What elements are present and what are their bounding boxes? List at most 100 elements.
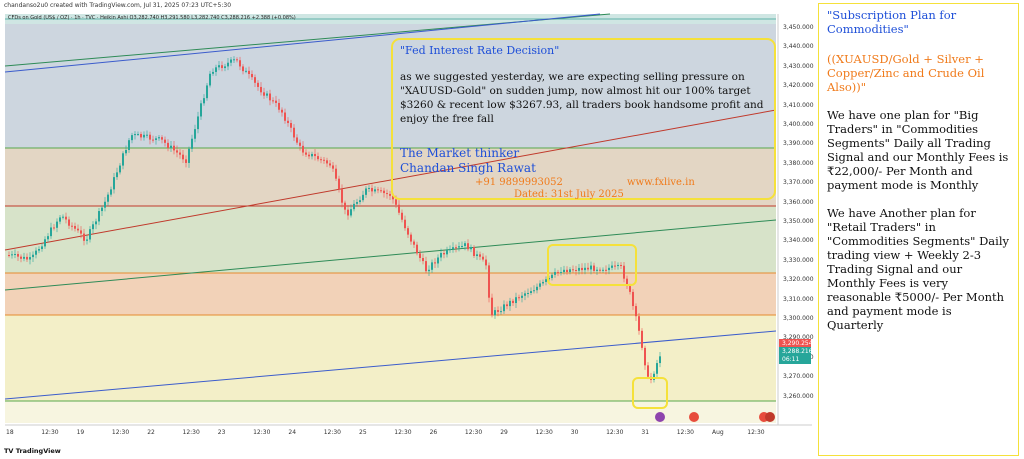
candle-body	[356, 202, 358, 204]
candle-body	[521, 295, 523, 298]
candle-body	[17, 253, 19, 257]
annotation-date: Dated: 31st July 2025	[514, 189, 624, 200]
candle-body	[110, 189, 112, 195]
candle-body	[230, 59, 232, 63]
trendline-upper-blue	[4, 13, 601, 73]
time-axis-label: 12:30	[41, 429, 59, 436]
candle-body	[524, 293, 526, 296]
price-axis-label: 3,360.000	[783, 198, 814, 206]
author-line-1: The Market thinker	[400, 146, 520, 160]
candle-body	[29, 257, 31, 260]
trendline-blue	[4, 330, 777, 400]
candle-body	[509, 300, 511, 307]
candle-body	[248, 70, 250, 75]
candle-body	[20, 256, 22, 259]
candle-body	[539, 283, 541, 287]
candle-body	[188, 148, 190, 163]
candle-body	[26, 256, 28, 260]
candle-body	[278, 102, 280, 110]
candle-body	[554, 272, 556, 275]
candle-body	[329, 163, 331, 166]
candle-body	[626, 278, 628, 287]
candle-body	[623, 265, 625, 279]
candle-body	[602, 269, 604, 271]
candle-body	[587, 267, 589, 270]
candle-body	[107, 194, 109, 202]
candle-body	[503, 304, 505, 312]
candle-body	[149, 134, 151, 140]
candle-body	[38, 249, 40, 251]
candle-body	[488, 265, 490, 298]
tv-logo-icon: TV	[4, 447, 14, 455]
candle-body	[119, 165, 121, 173]
subscription-panel: "Subscription Plan for Commodities" ((XU…	[818, 3, 1019, 456]
candle-body	[212, 71, 214, 74]
candle-body	[170, 145, 172, 149]
candle-body	[242, 66, 244, 72]
candle-body	[599, 269, 601, 271]
candle-body	[233, 59, 235, 61]
event-flag-icon[interactable]	[765, 412, 775, 422]
band-yellow	[5, 315, 776, 401]
price-axis-label: 3,310.000	[783, 295, 814, 303]
candle-body	[404, 219, 406, 229]
candle-body	[209, 73, 211, 86]
candle-body	[371, 187, 373, 192]
candle-body	[536, 286, 538, 291]
candle-body	[647, 365, 649, 377]
price-axis-label: 3,290.000	[783, 334, 814, 342]
candle-body	[101, 207, 103, 212]
candle-body	[176, 150, 178, 153]
time-axis-label: 30	[570, 429, 579, 436]
candle-body	[545, 279, 547, 282]
candle-body	[245, 70, 247, 72]
price-chart[interactable]	[0, 0, 812, 459]
candle-body	[62, 216, 64, 218]
price-axis-label: 3,270.000	[783, 373, 814, 381]
candle-body	[422, 257, 424, 262]
candle-body	[113, 177, 115, 190]
price-axis-label: 3,340.000	[783, 237, 814, 245]
candle-body	[434, 262, 436, 264]
candle-body	[320, 159, 322, 161]
event-flag-icon[interactable]	[689, 412, 699, 422]
candle-body	[83, 233, 85, 241]
chart-area[interactable]: chandanso2u0 created with TradingView.co…	[0, 0, 814, 459]
candle-body	[575, 270, 577, 272]
candle-body	[221, 65, 223, 69]
candle-body	[269, 93, 271, 101]
candle-body	[605, 269, 607, 271]
candle-body	[659, 356, 661, 364]
band-tan	[5, 148, 776, 206]
tv-brand: TradingView	[15, 447, 61, 455]
candle-body	[50, 227, 52, 237]
candle-body	[239, 60, 241, 67]
candle-body	[437, 257, 439, 264]
candle-body	[41, 246, 43, 250]
price-axis-label: 3,370.000	[783, 179, 814, 187]
candle-body	[335, 168, 337, 179]
candle-body	[182, 154, 184, 160]
candle-body	[161, 137, 163, 140]
band-orange	[5, 273, 776, 315]
candle-body	[194, 129, 196, 139]
candle-body	[146, 134, 148, 136]
candle-body	[560, 272, 562, 274]
price-axis-label: 3,300.000	[783, 315, 814, 322]
candle-body	[179, 152, 181, 155]
time-axis-label: 12:30	[253, 429, 271, 436]
candle-body	[272, 100, 274, 102]
trendline-green	[4, 219, 777, 291]
price-axis-label: 3,430.000	[783, 62, 814, 70]
candle-body	[416, 244, 418, 254]
candle-body	[362, 194, 364, 201]
plan-retail-traders: We have Another plan for "Retail Traders…	[827, 206, 1010, 332]
candle-body	[128, 140, 130, 150]
candle-body	[56, 221, 58, 228]
time-axis-label: 24	[288, 429, 297, 436]
event-flash-icon[interactable]	[655, 412, 665, 422]
candle-body	[458, 246, 460, 248]
candle-body	[116, 172, 118, 178]
tradingview-logo[interactable]: TV TradingView	[4, 447, 61, 455]
candle-body	[125, 149, 127, 154]
